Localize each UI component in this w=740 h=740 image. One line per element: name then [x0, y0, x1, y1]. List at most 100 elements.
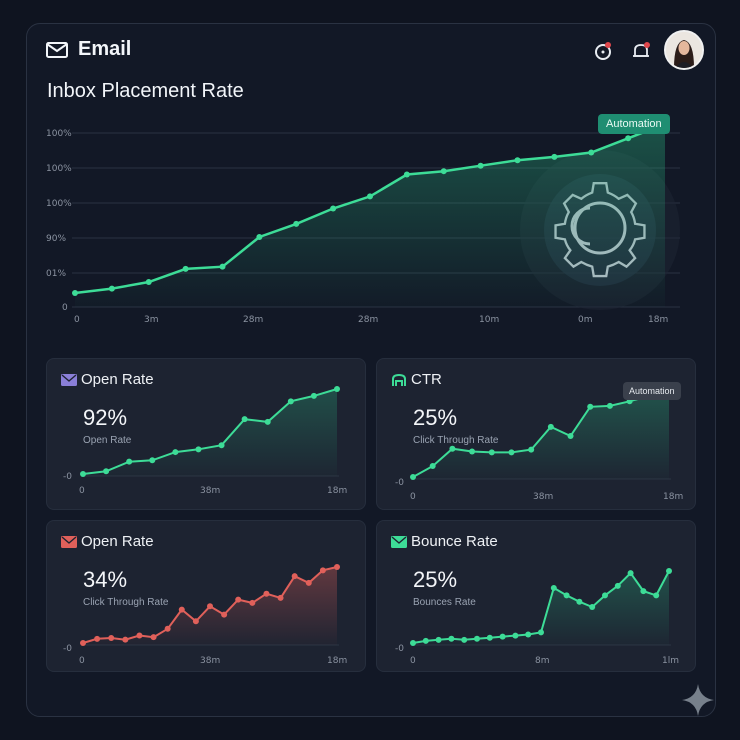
- data-point: [576, 598, 583, 605]
- y-tick: -0: [63, 644, 72, 654]
- card-title: CTR: [411, 371, 442, 388]
- bounce-points: [410, 568, 672, 646]
- data-point: [508, 449, 515, 456]
- x-tick: 18m: [327, 486, 347, 496]
- automation-badge[interactable]: Automation: [598, 114, 670, 134]
- open-rate-points: [80, 386, 340, 477]
- x-tick: 0m: [578, 315, 593, 325]
- data-point: [625, 135, 632, 142]
- bell-icon[interactable]: [630, 40, 652, 62]
- automation-badge[interactable]: Automation: [623, 382, 681, 400]
- open-rate-line: [82, 388, 338, 475]
- page-title: Inbox Placement Rate: [47, 80, 244, 102]
- card-subtitle: Click Through Rate: [83, 597, 169, 608]
- bounce-area: [413, 571, 669, 645]
- data-point: [291, 573, 298, 580]
- mail-icon: [61, 374, 77, 386]
- data-point: [277, 594, 284, 601]
- main-area: [75, 124, 665, 307]
- data-point: [474, 635, 480, 642]
- ctr-line: [412, 393, 670, 478]
- x-tick: 38m: [200, 486, 220, 496]
- data-point: [122, 636, 129, 643]
- data-point: [334, 564, 340, 570]
- card-value: 25%: [413, 405, 458, 430]
- data-point: [334, 386, 340, 392]
- data-point: [149, 457, 156, 464]
- card-value: 34%: [83, 567, 128, 592]
- avatar[interactable]: [664, 30, 704, 70]
- data-point: [403, 171, 410, 178]
- main-x-axis: 0 3m 28m 28m 10m 0m 18m: [74, 315, 668, 325]
- y-tick: -0: [395, 478, 404, 488]
- data-point: [422, 637, 429, 644]
- data-point: [606, 402, 613, 409]
- refresh-icon[interactable]: [592, 40, 614, 62]
- y-tick: 100%: [46, 129, 72, 139]
- x-tick: 1lm: [662, 656, 679, 666]
- sparkle-icon: [682, 684, 714, 716]
- data-point: [469, 448, 476, 455]
- data-point: [538, 629, 544, 636]
- card-subtitle: Bounces Rate: [413, 597, 476, 608]
- data-point: [429, 463, 436, 470]
- card-title: Open Rate: [81, 533, 154, 550]
- data-point: [525, 631, 532, 638]
- open-rate-red-points: [80, 564, 340, 646]
- card-subtitle: Open Rate: [83, 435, 132, 446]
- x-tick: 28m: [243, 315, 263, 325]
- data-point: [567, 432, 574, 439]
- card-subtitle: Click Through Rate: [413, 435, 499, 446]
- card-value: 92%: [83, 405, 128, 430]
- y-tick: 100%: [46, 164, 72, 174]
- data-point: [486, 634, 493, 641]
- y-tick: 0: [62, 303, 68, 313]
- main-chart: 100% 100% 100% 90% 01% 0 0 3m 28m 28m 10…: [46, 121, 680, 325]
- data-point: [145, 279, 152, 286]
- card-value: 25%: [413, 567, 458, 592]
- data-point: [256, 234, 263, 241]
- data-point: [448, 635, 455, 642]
- x-tick: 0: [74, 315, 80, 325]
- open-rate-red-chart: -0 0 38m 18m: [63, 564, 347, 666]
- data-point: [263, 590, 270, 597]
- bounce-rate-chart: -0 0 8m 1lm: [395, 568, 679, 666]
- data-point: [218, 442, 225, 449]
- data-point: [589, 604, 596, 610]
- data-point: [551, 153, 558, 160]
- data-point: [264, 418, 271, 425]
- data-point: [287, 398, 294, 405]
- y-tick: -0: [63, 472, 72, 482]
- data-point: [440, 168, 447, 175]
- x-tick: 18m: [648, 315, 668, 325]
- x-tick: 3m: [144, 315, 159, 325]
- data-point: [449, 445, 456, 452]
- data-point: [587, 403, 594, 410]
- data-point: [178, 606, 185, 613]
- data-point: [305, 579, 312, 586]
- card-ctr: -0 0 38m 18m CTR 25% Click Through Rate …: [376, 358, 696, 510]
- mail-icon: [391, 536, 407, 548]
- data-point: [640, 588, 647, 595]
- x-tick: 28m: [358, 315, 378, 325]
- data-point: [602, 592, 608, 599]
- data-point: [72, 290, 78, 296]
- data-point: [488, 449, 495, 456]
- x-tick: 8m: [535, 656, 550, 666]
- data-point: [367, 193, 373, 200]
- ctr-area: [413, 394, 669, 479]
- data-point: [547, 423, 554, 430]
- x-tick: 38m: [200, 656, 220, 666]
- open-rate-chart: -0 0 38m 18m: [63, 386, 347, 496]
- data-point: [653, 592, 660, 599]
- data-point: [588, 149, 595, 156]
- x-tick: 18m: [663, 492, 683, 502]
- data-point: [310, 392, 317, 399]
- mail-icon: [61, 536, 77, 548]
- data-point: [182, 265, 189, 272]
- app-title: Email: [78, 38, 132, 60]
- data-point: [172, 449, 179, 456]
- data-point: [461, 636, 468, 643]
- data-point: [195, 446, 202, 453]
- x-tick: 18m: [327, 656, 347, 666]
